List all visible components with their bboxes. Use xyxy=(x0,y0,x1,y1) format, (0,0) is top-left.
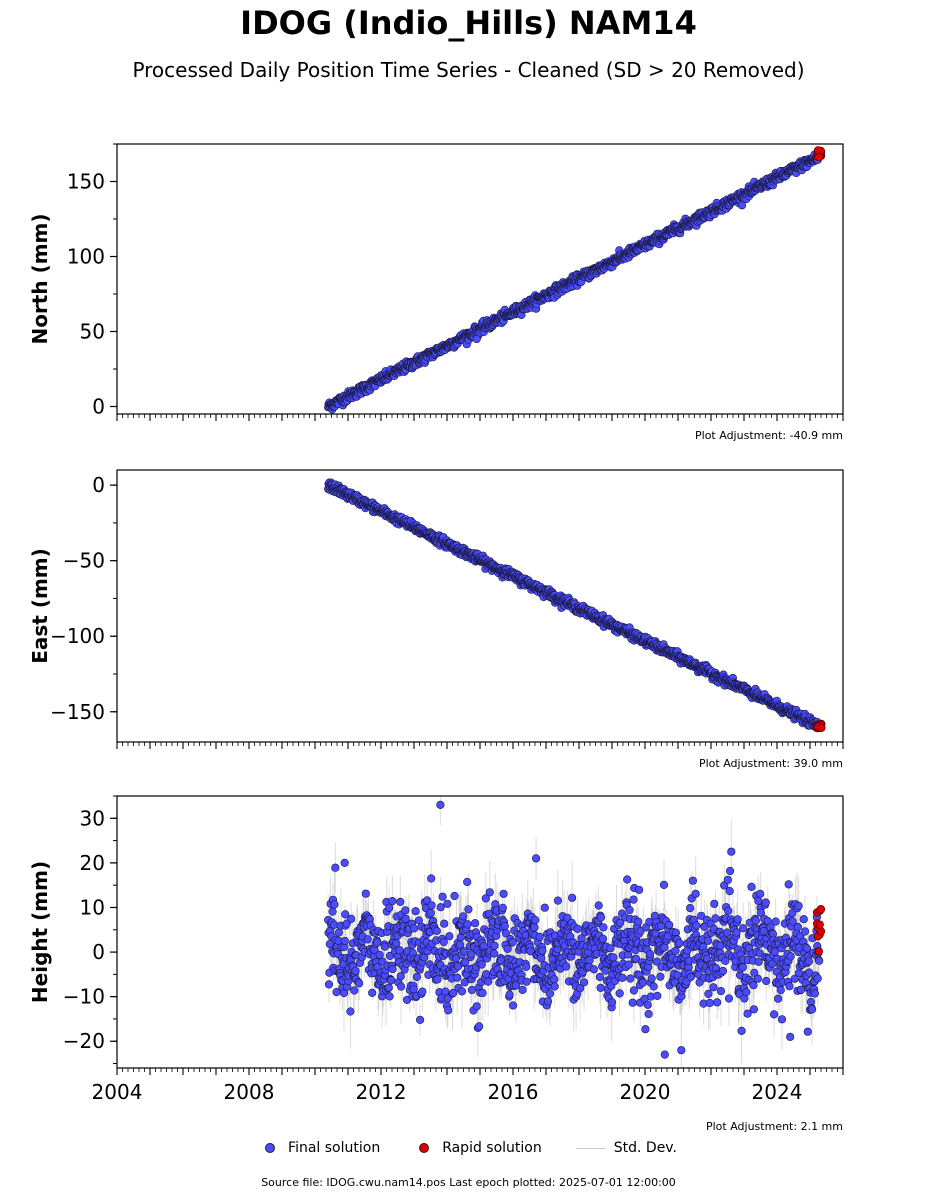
height-final-point xyxy=(436,903,445,912)
east-rapid-point xyxy=(817,723,826,733)
height-final-point xyxy=(396,897,405,907)
height-final-point xyxy=(396,972,405,981)
east-ytick-label: −150 xyxy=(50,700,105,724)
height-final-point xyxy=(443,899,452,908)
height-final-point xyxy=(384,983,393,992)
height-final-point xyxy=(385,992,394,1001)
height-final-points xyxy=(324,800,824,1059)
height-final-point xyxy=(439,937,448,947)
height-final-point xyxy=(412,972,422,982)
height-series xyxy=(324,796,826,1068)
chart-subtitle: Processed Daily Position Time Series - C… xyxy=(132,58,805,82)
height-final-point xyxy=(392,939,401,948)
panel-east: 0 −50 −100 −150 East (mm) Plot Adjustment: 39… xyxy=(28,469,844,770)
chart-title: IDOG (Indio_Hills) NAM14 xyxy=(240,4,697,42)
east-ytick-label: 0 xyxy=(92,473,105,497)
height-final-point xyxy=(444,1006,453,1015)
height-final-point xyxy=(375,950,384,959)
height-final-point xyxy=(328,907,337,916)
height-final-point xyxy=(441,987,450,996)
height-final-point xyxy=(427,901,436,910)
height-final-point xyxy=(380,942,389,951)
height-final-point xyxy=(330,920,339,929)
height-final-point xyxy=(432,926,441,936)
north-final-point xyxy=(472,334,481,344)
height-final-point xyxy=(388,896,397,906)
height-final-point xyxy=(427,874,436,883)
height-final-point xyxy=(363,935,372,944)
height-final-point xyxy=(351,966,360,975)
height-final-point xyxy=(346,1007,355,1016)
height-final-point xyxy=(440,919,449,928)
height-final-point xyxy=(361,889,370,898)
panel-north: 0 50 100 150 North (mm) Plot Adjustment: -40.… xyxy=(28,143,844,442)
height-final-point xyxy=(401,914,410,923)
north-rapid-point xyxy=(813,146,823,155)
east-rapid-points xyxy=(812,719,826,733)
height-final-point xyxy=(411,907,420,916)
height-final-point xyxy=(401,906,410,915)
height-final-point xyxy=(334,928,344,937)
height-final-point xyxy=(416,1015,425,1025)
height-final-point xyxy=(373,938,382,947)
height-final-point xyxy=(331,863,340,872)
height-final-point xyxy=(438,892,447,901)
east-ytick-label: −50 xyxy=(63,549,105,573)
east-plot-adjustment: Plot Adjustment: 39.0 mm xyxy=(699,757,843,770)
height-final-point xyxy=(418,987,427,996)
east-axes-frame xyxy=(116,469,844,743)
north-ylabel: North (mm) xyxy=(28,213,52,344)
height-final-point xyxy=(410,924,419,933)
height-final-point xyxy=(368,988,377,998)
east-series xyxy=(324,478,826,733)
height-final-point xyxy=(355,979,364,988)
east-ytick-label: −100 xyxy=(50,624,105,648)
north-ytick-label: 0 xyxy=(92,395,105,419)
north-axes-frame xyxy=(116,143,844,415)
east-ylabel: East (mm) xyxy=(28,548,52,664)
height-final-point xyxy=(330,900,339,909)
height-final-point xyxy=(433,975,442,984)
height-final-point xyxy=(426,908,435,918)
north-ytick-label: 50 xyxy=(80,320,105,344)
height-final-point xyxy=(443,994,452,1003)
north-series xyxy=(324,146,826,414)
north-rapid-points xyxy=(812,146,826,162)
north-rapid-point xyxy=(815,153,824,162)
north-plot-adjustment: Plot Adjustment: -40.9 mm xyxy=(695,429,843,442)
height-final-point xyxy=(347,914,356,923)
height-final-point xyxy=(340,936,349,946)
height-final-point xyxy=(341,910,350,919)
north-ytick-label: 100 xyxy=(67,245,105,269)
east-final-points xyxy=(324,478,824,733)
north-ytick-label: 150 xyxy=(67,170,105,194)
height-final-point xyxy=(385,903,394,912)
north-final-points xyxy=(324,150,824,414)
height-final-point xyxy=(387,976,396,985)
height-final-point xyxy=(397,982,406,991)
height-final-point xyxy=(325,939,334,949)
height-final-point xyxy=(350,986,359,995)
height-final-point xyxy=(324,980,334,989)
height-final-point xyxy=(388,964,397,974)
height-final-point xyxy=(395,946,404,955)
